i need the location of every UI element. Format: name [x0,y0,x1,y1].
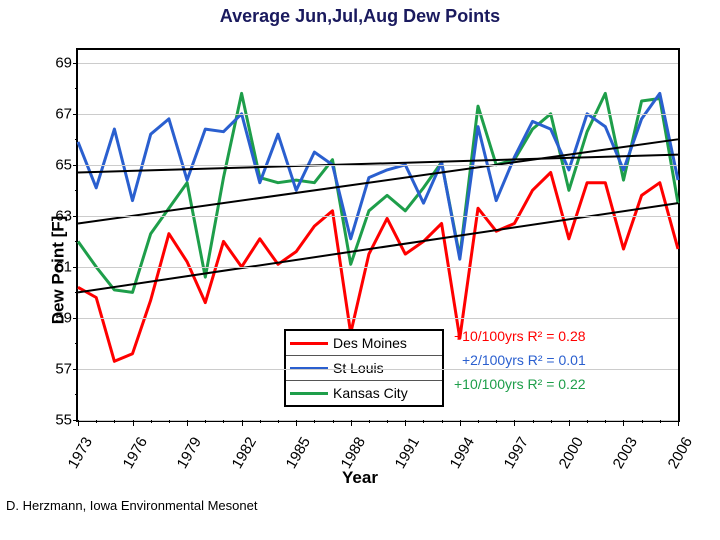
x-tick-mark [78,420,79,426]
x-tick-label: 1979 [174,434,205,471]
x-tick-label: 1988 [337,434,368,471]
y-tick-mark-minor [75,139,78,140]
y-tick-mark [73,318,78,319]
x-tick-mark [187,420,188,426]
annotation-text: +10/100yrs R² = 0.22 [454,376,586,392]
legend-item: Kansas City [286,381,442,405]
y-tick-mark [73,165,78,166]
x-tick-label: 1997 [501,434,532,471]
x-tick-mark [623,420,624,426]
x-axis-label: Year [342,468,378,488]
x-tick-mark [496,420,497,423]
grid-line [78,165,678,166]
grid-line [78,114,678,115]
x-tick-mark [278,420,279,423]
legend-swatch [290,392,328,395]
x-tick-label: 2006 [665,434,696,471]
x-tick-mark [423,420,424,423]
x-tick-mark [133,420,134,426]
y-tick-label: 67 [55,105,72,122]
annotation-text: +2/100yrs R² = 0.01 [462,352,586,368]
grid-line [78,267,678,268]
x-tick-mark [442,420,443,423]
y-tick-mark-minor [75,292,78,293]
x-tick-mark [405,420,406,426]
x-tick-mark [678,420,679,426]
y-tick-label: 59 [55,309,72,326]
chart-title: Average Jun,Jul,Aug Dew Points [0,6,720,27]
x-tick-mark [351,420,352,426]
y-tick-mark [73,63,78,64]
y-tick-mark-minor [75,394,78,395]
x-tick-label: 1982 [228,434,259,471]
y-tick-label: 69 [55,54,72,71]
annotation-text: +10/100yrs R² = 0.28 [454,328,586,344]
chart-container: Average Jun,Jul,Aug Dew Points Dew Point… [0,0,720,540]
y-tick-label: 61 [55,258,72,275]
x-tick-label: 2003 [610,434,641,471]
y-tick-mark [73,216,78,217]
x-tick-label: 1991 [392,434,423,471]
grid-line [78,63,678,64]
x-tick-mark [260,420,261,423]
x-tick-mark [569,420,570,426]
x-tick-mark [551,420,552,423]
y-tick-mark-minor [75,190,78,191]
x-tick-mark [223,420,224,423]
x-tick-mark [587,420,588,423]
x-tick-mark [514,420,515,426]
x-tick-mark [114,420,115,423]
x-tick-mark [642,420,643,423]
legend-swatch [290,342,328,345]
x-tick-mark [605,420,606,423]
legend-label: Kansas City [333,385,408,401]
x-tick-label: 1976 [119,434,150,471]
x-tick-mark [96,420,97,423]
x-tick-label: 2000 [556,434,587,471]
y-tick-mark [73,114,78,115]
x-tick-mark [387,420,388,423]
x-tick-mark [460,420,461,426]
x-tick-mark [242,420,243,426]
grid-line [78,216,678,217]
legend-label: Des Moines [333,335,407,351]
y-tick-mark-minor [75,88,78,89]
y-tick-label: 57 [55,360,72,377]
plot-area: Des MoinesSt LouisKansas City 5557596163… [76,48,680,422]
x-tick-label: 1985 [283,434,314,471]
x-tick-mark [169,420,170,423]
grid-line [78,369,678,370]
y-tick-label: 65 [55,156,72,173]
y-tick-mark-minor [75,343,78,344]
y-tick-mark [73,267,78,268]
x-tick-mark [296,420,297,426]
series-line [78,93,678,292]
x-tick-mark [151,420,152,423]
x-tick-mark [205,420,206,423]
x-tick-mark [533,420,534,423]
grid-line [78,318,678,319]
trend-line [78,155,678,173]
x-tick-label: 1994 [446,434,477,471]
y-tick-mark-minor [75,241,78,242]
y-tick-mark [73,369,78,370]
x-tick-label: 1973 [65,434,96,471]
y-tick-label: 55 [55,412,72,429]
x-tick-mark [478,420,479,423]
x-tick-mark [660,420,661,423]
credit-text: D. Herzmann, Iowa Environmental Mesonet [6,498,257,513]
y-tick-label: 63 [55,207,72,224]
x-tick-mark [333,420,334,423]
x-tick-mark [369,420,370,423]
legend-item: Des Moines [286,331,442,356]
x-tick-mark [314,420,315,423]
